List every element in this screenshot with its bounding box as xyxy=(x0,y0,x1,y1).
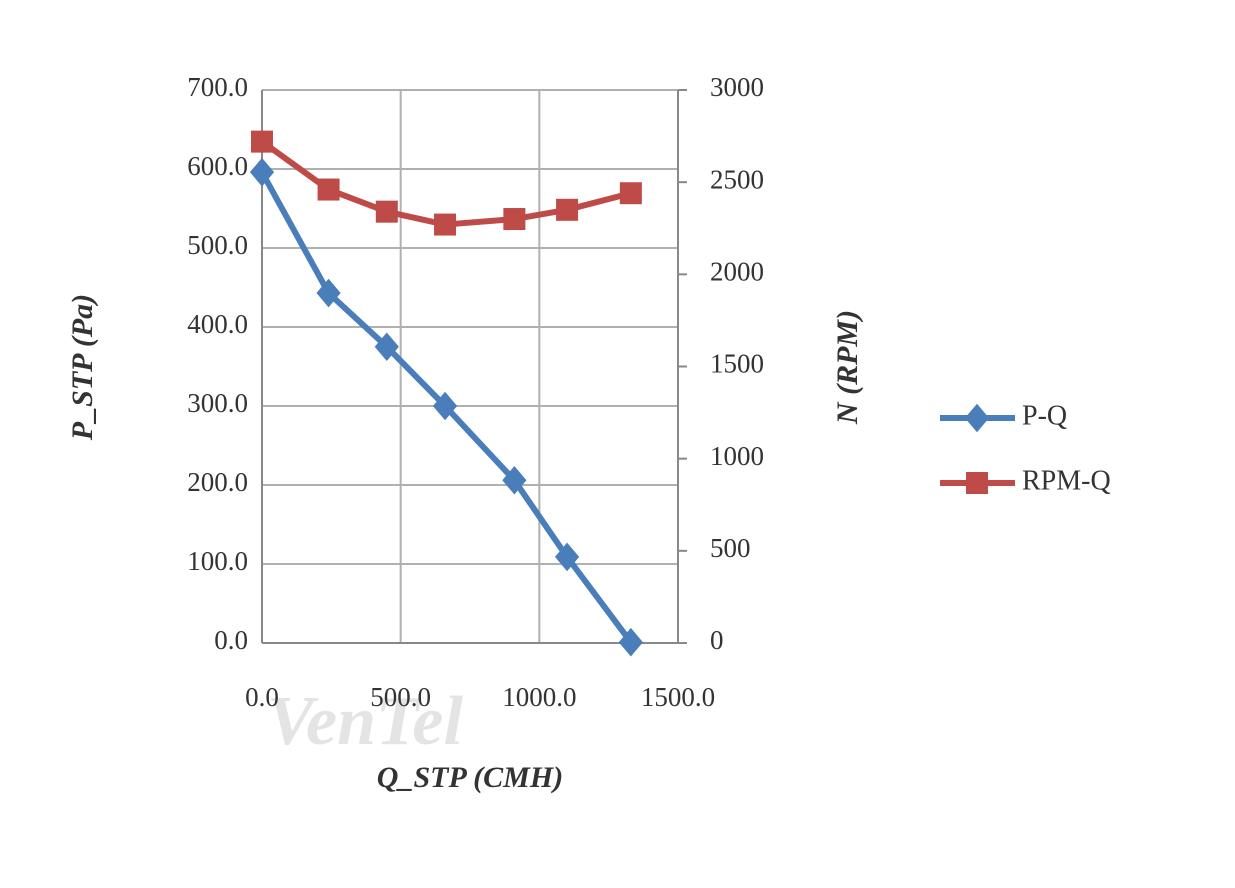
y-tick-label: 600.0 xyxy=(187,151,248,181)
y-tick-label: 200.0 xyxy=(187,467,248,497)
y-tick-label: 0.0 xyxy=(214,625,248,655)
marker xyxy=(432,391,458,421)
y-tick-label: 400.0 xyxy=(187,309,248,339)
marker xyxy=(964,403,990,433)
y2-tick-label: 2500 xyxy=(710,164,764,194)
marker xyxy=(502,465,527,495)
marker xyxy=(554,542,580,572)
y2-tick-label: 1000 xyxy=(710,441,764,471)
x-tick-label: 500.0 xyxy=(370,682,431,712)
y-tick-label: 500.0 xyxy=(187,230,248,260)
y2-tick-label: 2000 xyxy=(710,257,764,287)
marker xyxy=(249,157,275,187)
y-tick-label: 100.0 xyxy=(187,546,248,576)
y-axis-title: P_STP (Pa) xyxy=(66,294,99,441)
y2-tick-label: 3000 xyxy=(710,72,764,102)
marker xyxy=(966,472,988,494)
marker xyxy=(434,213,457,236)
y2-tick-label: 500 xyxy=(710,533,751,563)
marker xyxy=(618,627,643,657)
x-tick-label: 0.0 xyxy=(245,682,279,712)
marker xyxy=(556,198,579,221)
legend-label: P-Q xyxy=(1022,400,1067,431)
marker xyxy=(375,200,398,223)
x-tick-label: 1000.0 xyxy=(502,682,576,712)
marker xyxy=(503,208,526,231)
x-axis-title: Q_STP (CMH) xyxy=(377,761,563,794)
marker xyxy=(317,178,340,201)
marker xyxy=(316,278,341,308)
y2-tick-label: 1500 xyxy=(710,349,764,379)
y2-axis-title: N (RPM) xyxy=(831,310,864,425)
y-tick-label: 300.0 xyxy=(187,388,248,418)
marker xyxy=(251,130,273,153)
y-tick-label: 700.0 xyxy=(187,72,248,102)
marker xyxy=(619,182,642,205)
watermark: VenTel xyxy=(267,683,463,760)
y2-tick-label: 0 xyxy=(710,625,724,655)
legend-label: RPM-Q xyxy=(1022,465,1111,496)
marker xyxy=(374,332,399,362)
x-tick-label: 1500.0 xyxy=(641,682,715,712)
